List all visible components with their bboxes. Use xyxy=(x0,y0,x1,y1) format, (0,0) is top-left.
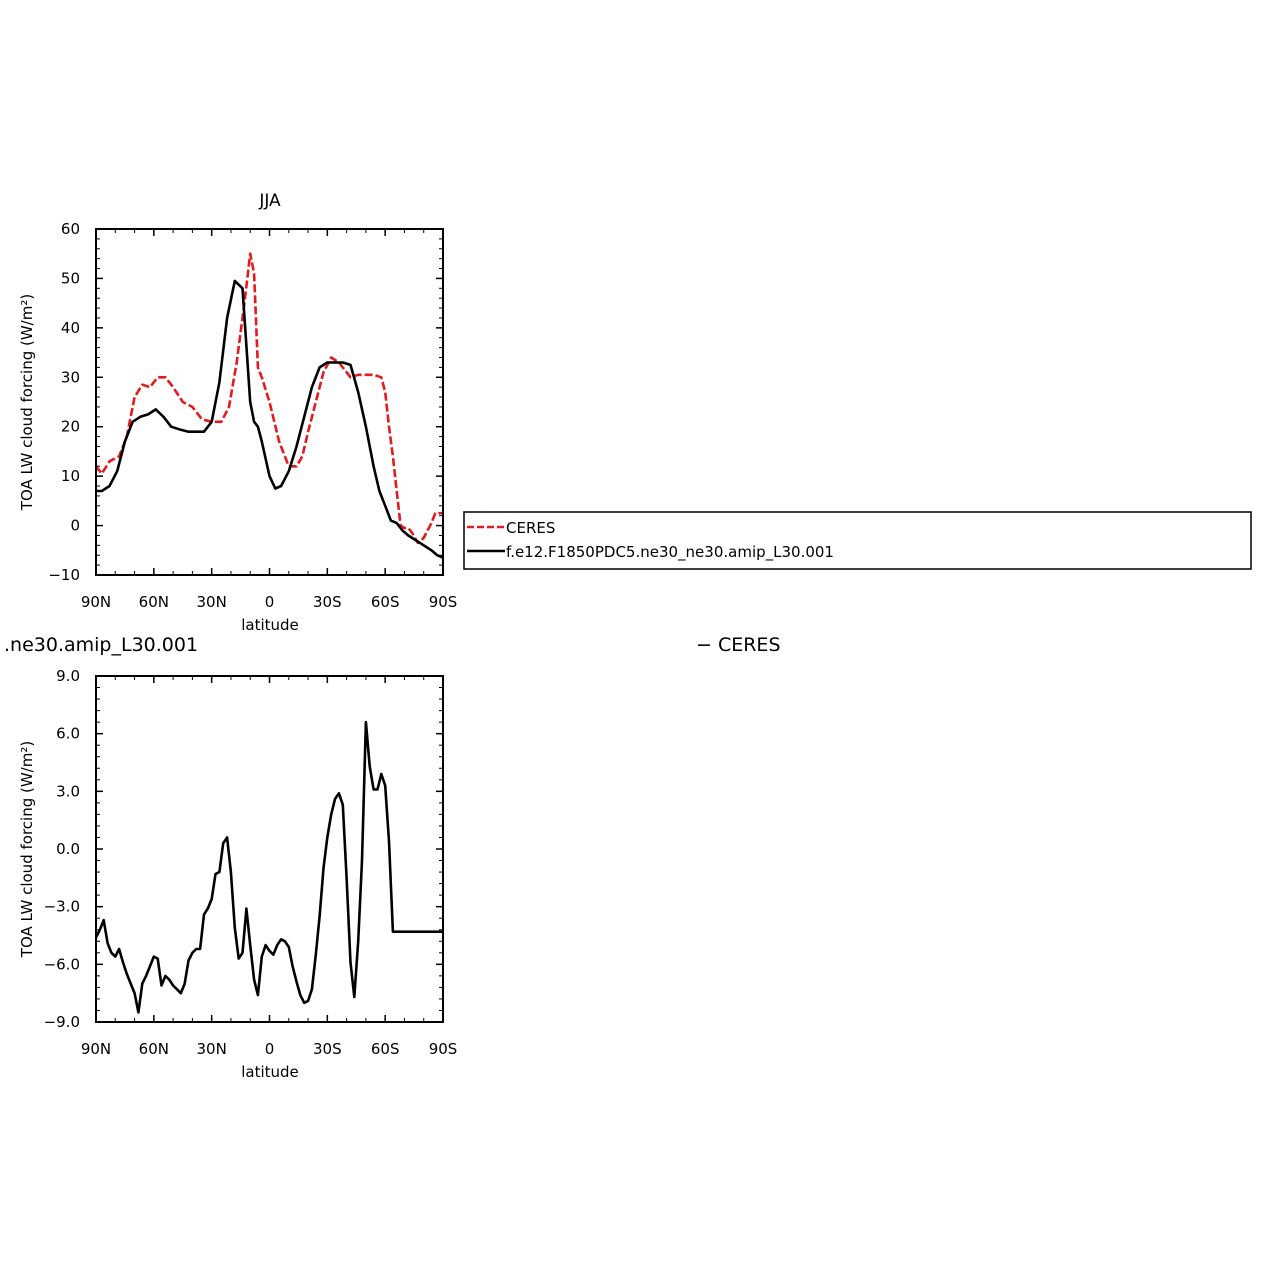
top-chart-series-layer xyxy=(94,252,444,559)
top-chart-frame xyxy=(95,228,444,576)
top-chart-xlabel: latitude xyxy=(241,616,299,634)
top-series-line-0 xyxy=(94,252,443,545)
bottom-chart-series-layer xyxy=(94,720,443,1014)
bottom-x-tick-label: 0 xyxy=(265,1040,275,1058)
top-chart-title: JJA xyxy=(258,191,281,211)
top-y-tick-label: 0 xyxy=(70,517,80,535)
top-x-tick-label: 90N xyxy=(81,593,111,611)
bottom-x-tick-label: 60N xyxy=(139,1040,169,1058)
legend-label-ceres: CERES xyxy=(506,519,555,537)
top-y-tick-label: 10 xyxy=(61,467,80,485)
top-series-line-1 xyxy=(96,279,444,559)
top-y-tick-label: 50 xyxy=(61,269,80,287)
bottom-series-line-0 xyxy=(94,720,443,1014)
bottom-chart-title-right: − CERES xyxy=(696,634,781,656)
bottom-y-tick-label: −6.0 xyxy=(44,955,80,973)
bottom-y-tick-label: 0.0 xyxy=(56,840,80,858)
bottom-chart-xlabel: latitude xyxy=(241,1063,299,1081)
bottom-chart-ticks: −9.0 −6.0 −3.0 0.0 3.0 6.0 9.0 90N 60N 30N 0 30S 60S… xyxy=(44,667,458,1058)
top-x-tick-label: 60S xyxy=(371,593,400,611)
top-chart-ylabel: TOA LW cloud forcing (W/m²) xyxy=(18,294,36,511)
bottom-x-tick-label: 90N xyxy=(81,1040,111,1058)
top-y-tick-label: −10 xyxy=(48,566,80,584)
top-chart-ticks: −10 0 10 20 30 40 50 60 90N 60N 30N 0 30S 60S 90S xyxy=(48,220,457,611)
top-y-tick-label: 40 xyxy=(61,319,80,337)
bottom-y-tick-label: 6.0 xyxy=(56,725,80,743)
bottom-x-tick-label: 90S xyxy=(429,1040,458,1058)
top-y-tick-label: 30 xyxy=(61,368,80,386)
bottom-chart-panel: .ne30.amip_L30.001 − CERES −9.0 −6.0 −3.0 0… xyxy=(4,634,781,1081)
bottom-y-tick-label: 9.0 xyxy=(56,667,80,685)
bottom-y-tick-label: −3.0 xyxy=(44,898,80,916)
top-x-tick-label: 60N xyxy=(139,593,169,611)
bottom-y-tick-label: −9.0 xyxy=(44,1013,80,1031)
bottom-x-tick-label: 30N xyxy=(197,1040,227,1058)
bottom-chart-title: .ne30.amip_L30.001 xyxy=(4,634,198,656)
legend-label-model: f.e12.F1850PDC5.ne30_ne30.amip_L30.001 xyxy=(506,543,834,562)
bottom-x-tick-label: 30S xyxy=(313,1040,342,1058)
top-x-tick-label: 0 xyxy=(265,593,275,611)
bottom-y-tick-label: 3.0 xyxy=(56,782,80,800)
top-y-tick-label: 20 xyxy=(61,418,80,436)
top-x-tick-label: 30N xyxy=(197,593,227,611)
top-y-tick-label: 60 xyxy=(61,220,80,238)
top-chart-legend: CERES f.e12.F1850PDC5.ne30_ne30.amip_L30… xyxy=(463,511,1252,570)
bottom-chart-ylabel: TOA LW cloud forcing (W/m²) xyxy=(18,741,36,958)
top-x-tick-label: 30S xyxy=(313,593,342,611)
bottom-x-tick-label: 60S xyxy=(371,1040,400,1058)
legend-box xyxy=(463,511,1252,570)
top-x-tick-label: 90S xyxy=(429,593,458,611)
